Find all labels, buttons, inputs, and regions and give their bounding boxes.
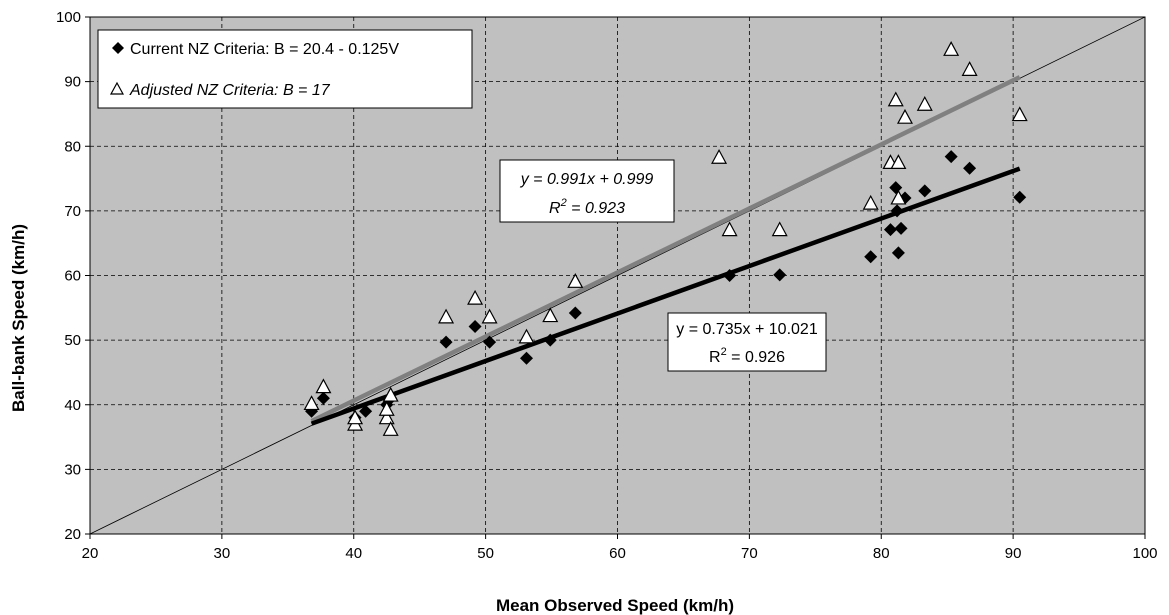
data-point-adjusted [438, 308, 455, 324]
y-tick-label: 100 [56, 9, 81, 26]
data-point-adjusted [943, 41, 960, 56]
data-point-adjusted [1011, 106, 1028, 122]
data-point-adjusted [518, 328, 535, 344]
data-point-adjusted [896, 108, 913, 124]
data-point-adjusted [542, 307, 559, 323]
legend-triangle-icon [109, 81, 125, 95]
data-point-current [894, 221, 908, 235]
data-point-adjusted [721, 221, 738, 237]
data-point-current [891, 246, 905, 260]
legend-entry-current: Current NZ Criteria: B = 20.4 - 0.125V [130, 41, 399, 58]
data-point-adjusted [890, 154, 907, 170]
data-point-current [439, 335, 453, 349]
data-point-current [483, 335, 497, 349]
data-point-adjusted [961, 61, 978, 76]
trendline-adjusted [310, 75, 1021, 424]
data-point-adjusted [862, 194, 879, 210]
legend: Current NZ Criteria: B = 20.4 - 0.125V A… [97, 29, 473, 109]
data-point-adjusted [382, 421, 399, 436]
x-axis-label: Mean Observed Speed (km/h) [496, 596, 734, 615]
r2-adjusted: R2 = 0.923 [549, 197, 625, 217]
x-tick-label: 30 [214, 545, 231, 562]
equation-box-adjusted: y = 0.991x + 0.999 R2 = 0.923 [499, 159, 675, 223]
equation-box-adjusted-frame [499, 159, 675, 223]
data-point-current [963, 161, 977, 175]
x-tick-label: 80 [873, 545, 890, 562]
r2-current-value: = 0.926 [727, 349, 785, 366]
data-point-current [1013, 190, 1027, 204]
data-point-adjusted [916, 95, 933, 111]
data-point-adjusted [315, 378, 332, 394]
r2-current-superscript: 2 [721, 346, 727, 358]
data-point-adjusted [711, 148, 728, 164]
x-tick-label: 60 [609, 545, 626, 562]
data-point-adjusted [303, 395, 320, 411]
data-point-current [568, 306, 582, 320]
r2-adjusted-value: = 0.923 [567, 200, 625, 217]
x-tick-label: 90 [1005, 545, 1022, 562]
data-point-adjusted [382, 386, 399, 402]
x-axis-ticks: 20 30 40 50 60 70 80 90 100 [82, 534, 1158, 562]
y-tick-label: 20 [64, 526, 81, 543]
x-tick-label: 70 [741, 545, 758, 562]
data-point-adjusted [771, 221, 788, 237]
data-point-current [883, 223, 897, 237]
data-point-current [890, 204, 904, 218]
data-point-adjusted [567, 273, 584, 288]
legend-box [97, 29, 473, 109]
y-tick-label: 50 [64, 332, 81, 349]
y-axis-label: Ball-bank Speed (km/h) [9, 224, 28, 412]
r2-adjusted-label: R [549, 200, 561, 217]
x-tick-label: 40 [345, 545, 362, 562]
y-tick-label: 60 [64, 268, 81, 285]
equation-box-current: y = 0.735x + 10.021 R2 = 0.926 [667, 312, 827, 372]
legend-entry-adjusted: Adjusted NZ Criteria: B = 17 [129, 82, 331, 99]
r2-current: R2 = 0.926 [709, 346, 785, 366]
y-tick-label: 70 [64, 203, 81, 220]
data-point-current [918, 184, 932, 198]
data-point-current [944, 150, 958, 164]
equation-adjusted: y = 0.991x + 0.999 [520, 171, 654, 188]
x-tick-label: 50 [477, 545, 494, 562]
data-point-adjusted [481, 308, 498, 324]
data-point-current [468, 320, 482, 334]
data-point-adjusted [347, 409, 364, 425]
equation-current: y = 0.735x + 10.021 [676, 321, 818, 338]
x-tick-label: 100 [1132, 545, 1157, 562]
data-point-current [773, 268, 787, 282]
data-point-adjusted [467, 289, 484, 305]
y-tick-label: 40 [64, 397, 81, 414]
legend-diamond-icon [112, 42, 124, 54]
y-axis-ticks: 20 30 40 50 60 70 80 90 100 [56, 9, 90, 543]
r2-adjusted-superscript: 2 [560, 197, 567, 209]
data-point-current [359, 404, 373, 418]
series-adjusted-points [303, 41, 1028, 436]
data-point-adjusted [890, 189, 907, 205]
data-point-current [723, 269, 737, 282]
data-point-current [864, 250, 878, 264]
r2-current-label: R [709, 349, 721, 366]
y-tick-label: 80 [64, 138, 81, 155]
x-tick-label: 20 [82, 545, 99, 562]
data-point-current [520, 351, 534, 365]
data-point-adjusted [378, 401, 395, 416]
data-point-current [543, 333, 557, 347]
data-point-adjusted [378, 409, 395, 425]
equation-box-current-frame [667, 312, 827, 372]
data-point-current [316, 391, 330, 405]
data-point-adjusted [887, 91, 904, 107]
y-tick-label: 90 [64, 74, 81, 91]
y-tick-label: 30 [64, 461, 81, 478]
